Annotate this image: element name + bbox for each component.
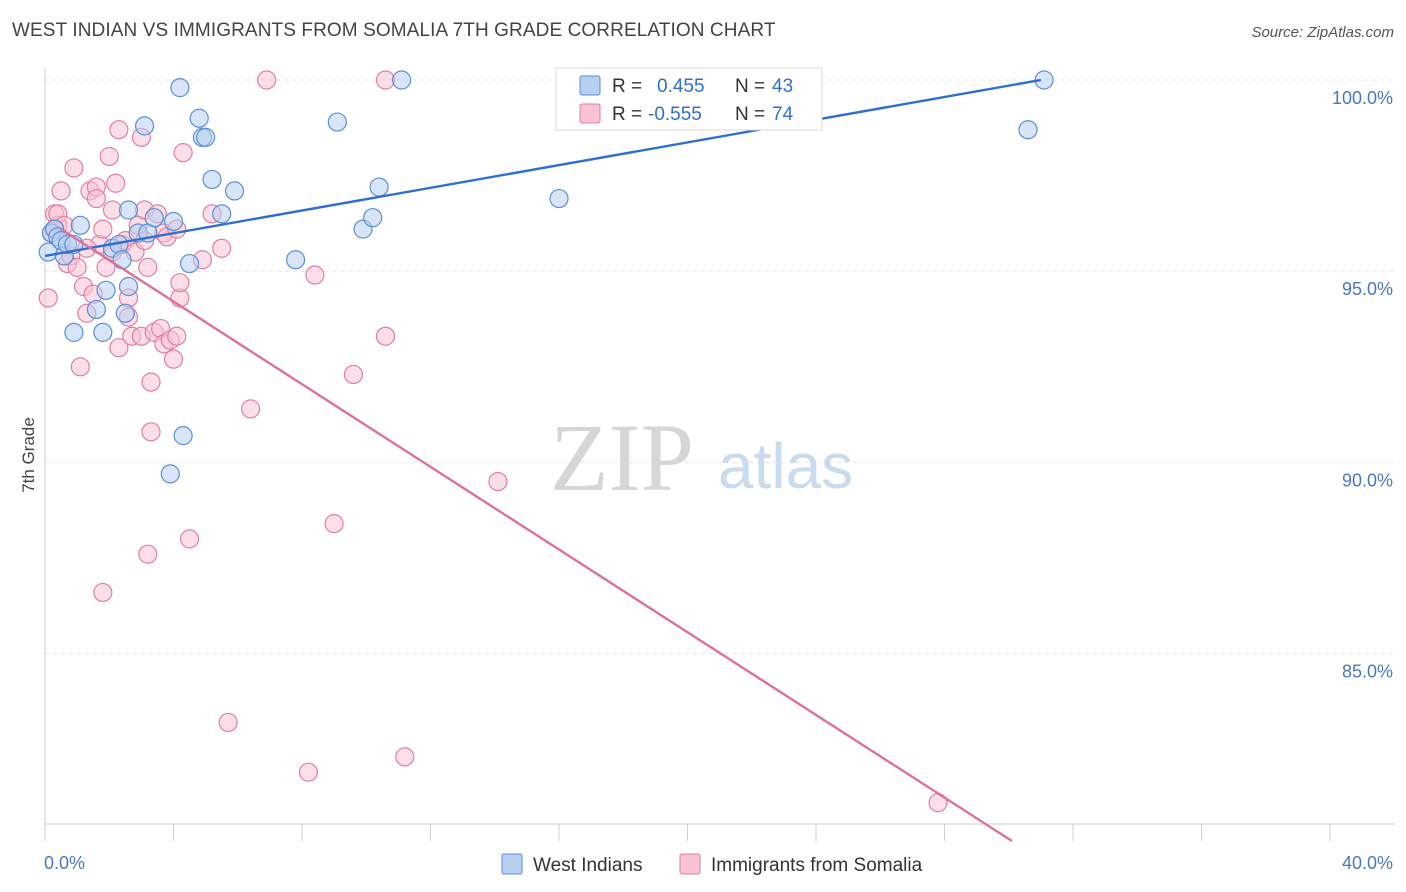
- data-point-west-indians: [118, 200, 139, 220]
- legend-swatch-west-indians: [501, 853, 523, 875]
- stats-r-value-2: -0.555: [648, 104, 702, 125]
- x-tick-label-min: 0.0%: [44, 853, 85, 873]
- data-point-somalia: [167, 326, 187, 346]
- data-point-west-indians: [118, 276, 139, 297]
- y-axis-title: 7th Grade: [19, 417, 38, 493]
- data-point-somalia: [375, 70, 396, 90]
- data-point-somalia: [324, 513, 344, 534]
- stats-n-value-1: 43: [772, 76, 793, 97]
- chart-title: WEST INDIAN VS IMMIGRANTS FROM SOMALIA 7…: [12, 20, 776, 41]
- data-point-somalia: [64, 158, 84, 178]
- stats-n-label-1: N =: [735, 76, 765, 97]
- source-credit: Source: ZipAtlas.com: [1251, 24, 1394, 41]
- data-point-somalia: [67, 257, 87, 277]
- data-point-somalia: [102, 200, 123, 220]
- data-point-somalia: [488, 471, 508, 492]
- data-point-somalia: [138, 257, 158, 277]
- y-tick-label: 95.0%: [1342, 279, 1393, 299]
- data-point-west-indians: [170, 78, 190, 98]
- watermark: ZIP atlas: [550, 404, 853, 511]
- data-point-somalia: [179, 529, 200, 549]
- data-point-west-indians: [173, 426, 193, 446]
- data-point-somalia: [51, 181, 71, 201]
- data-point-somalia: [70, 357, 90, 377]
- data-point-somalia: [109, 338, 129, 358]
- data-point-somalia: [141, 422, 161, 442]
- legend-swatch-somalia: [679, 853, 701, 875]
- data-point-west-indians: [179, 253, 200, 274]
- data-point-somalia: [163, 349, 184, 369]
- data-point-west-indians: [224, 181, 245, 201]
- trend-line-somalia: [60, 228, 1013, 843]
- x-tick-label-max: 40.0%: [1342, 853, 1393, 873]
- data-point-somalia: [241, 399, 261, 419]
- data-point-somalia: [257, 70, 277, 90]
- data-point-somalia: [343, 364, 363, 385]
- stats-swatch-west-indians: [579, 75, 601, 96]
- stats-n-value-2: 74: [772, 104, 794, 125]
- data-point-west-indians: [144, 208, 164, 228]
- data-point-west-indians: [112, 250, 132, 270]
- data-point-west-indians: [160, 464, 180, 484]
- stats-n-label-2: N =: [735, 104, 765, 125]
- stats-swatch-somalia: [579, 103, 601, 124]
- watermark-zip: ZIP: [550, 404, 694, 511]
- trend-line-west-indians: [44, 78, 1042, 258]
- bottom-legend: West Indians Immigrants from Somalia: [501, 853, 923, 876]
- data-point-west-indians: [212, 204, 232, 224]
- data-point-somalia: [212, 238, 232, 258]
- data-point-west-indians: [70, 215, 90, 235]
- data-point-somalia: [86, 188, 107, 209]
- data-point-west-indians: [391, 70, 412, 90]
- data-point-west-indians: [1018, 120, 1038, 140]
- legend-label-west-indians: West Indians: [533, 855, 642, 876]
- data-point-west-indians: [93, 322, 113, 342]
- data-point-somalia: [298, 762, 319, 782]
- data-point-west-indians: [115, 303, 135, 323]
- data-point-somalia: [305, 265, 325, 285]
- x-axis-ticks: [44, 824, 1331, 841]
- stats-r-value-1: 0.455: [657, 76, 705, 97]
- data-point-west-indians: [64, 322, 84, 342]
- data-point-west-indians: [285, 250, 306, 270]
- data-point-somalia: [170, 273, 190, 293]
- data-point-somalia: [93, 219, 113, 239]
- y-tick-label: 100.0%: [1332, 88, 1393, 108]
- data-point-somalia: [395, 747, 415, 767]
- data-point-west-indians: [196, 127, 216, 147]
- data-point-somalia: [106, 173, 126, 193]
- stats-legend: R = 0.455 N = 43 R = -0.555 N = 74: [555, 67, 823, 131]
- stats-r-label-2: R =: [612, 104, 642, 125]
- data-point-somalia: [141, 372, 161, 392]
- grid-lines: [45, 79, 1395, 655]
- trend-lines: [44, 78, 1042, 843]
- data-point-somalia: [38, 288, 58, 308]
- data-point-somalia: [138, 544, 158, 564]
- data-point-west-indians: [327, 112, 347, 132]
- data-point-somalia: [99, 146, 119, 167]
- data-point-west-indians: [189, 108, 209, 128]
- series-west-indians-points: [38, 70, 1054, 484]
- data-point-somalia: [109, 120, 129, 140]
- data-point-somalia: [375, 326, 396, 346]
- data-point-west-indians: [363, 208, 383, 228]
- data-point-somalia: [93, 582, 113, 603]
- axes: [44, 68, 1395, 825]
- legend-label-somalia: Immigrants from Somalia: [711, 855, 923, 876]
- data-point-west-indians: [549, 188, 569, 209]
- data-point-west-indians: [163, 211, 184, 232]
- y-tick-label: 90.0%: [1342, 470, 1393, 490]
- data-point-somalia: [218, 712, 238, 733]
- watermark-atlas: atlas: [718, 430, 853, 502]
- data-point-somalia: [173, 143, 193, 163]
- data-point-west-indians: [134, 116, 155, 136]
- y-tick-labels: 85.0% 90.0% 95.0% 100.0%: [1332, 88, 1393, 682]
- data-point-west-indians: [86, 299, 107, 320]
- data-point-west-indians: [202, 169, 222, 190]
- data-point-west-indians: [369, 177, 389, 197]
- stats-r-label-1: R =: [612, 76, 642, 97]
- data-point-west-indians: [96, 280, 116, 300]
- y-tick-label: 85.0%: [1342, 662, 1393, 682]
